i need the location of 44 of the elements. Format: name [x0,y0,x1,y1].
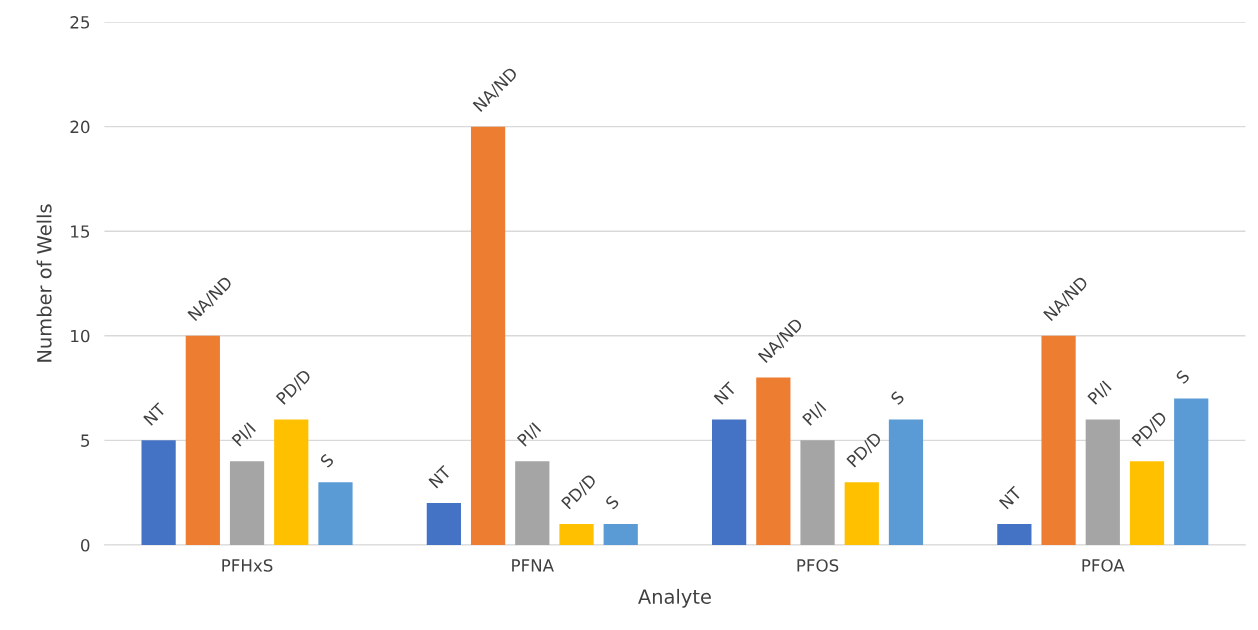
text: S [319,453,335,469]
y-tick-label: 20 [70,120,90,134]
bar [185,335,220,545]
bar [888,419,924,545]
bar [274,419,309,545]
y-tick-label: 10 [71,329,90,343]
bar [1129,461,1165,545]
bar [229,461,265,545]
x-axis-title: Analyte [638,588,711,608]
x-tick-label: PFNA [512,559,554,572]
bar [1041,335,1076,545]
bar [141,440,176,545]
bar [997,524,1032,545]
text: NT [713,381,738,405]
bar [318,482,353,545]
bar [515,461,550,545]
bar [603,524,638,545]
y-tick-label: 5 [81,434,90,447]
bar [756,377,791,545]
y-tick-label: 0 [81,538,90,552]
bar [426,503,461,545]
bar [844,482,879,545]
text: S [1175,369,1191,385]
text: PI/I [516,422,542,447]
text: PI/I [1087,380,1113,406]
y-tick-label: 15 [71,225,90,238]
text: PI/I [802,401,827,426]
bar [1085,419,1120,545]
bar [559,524,594,545]
bar [800,440,835,545]
text: S [889,390,905,406]
text: NT [428,464,452,489]
text: S [604,494,620,510]
x-tick-label: PFOA [1082,559,1125,572]
text: PI/I [231,422,256,447]
bar [470,126,506,545]
bar [712,419,747,545]
x-tick-label: PFHxS [222,559,273,572]
text: NT [143,402,167,426]
x-tick-label: PFOS [797,559,839,572]
y-tick-label: 25 [70,16,90,29]
bar [1174,398,1209,545]
text: NT [998,485,1023,510]
y-axis-title: Number of Wells [36,204,52,362]
